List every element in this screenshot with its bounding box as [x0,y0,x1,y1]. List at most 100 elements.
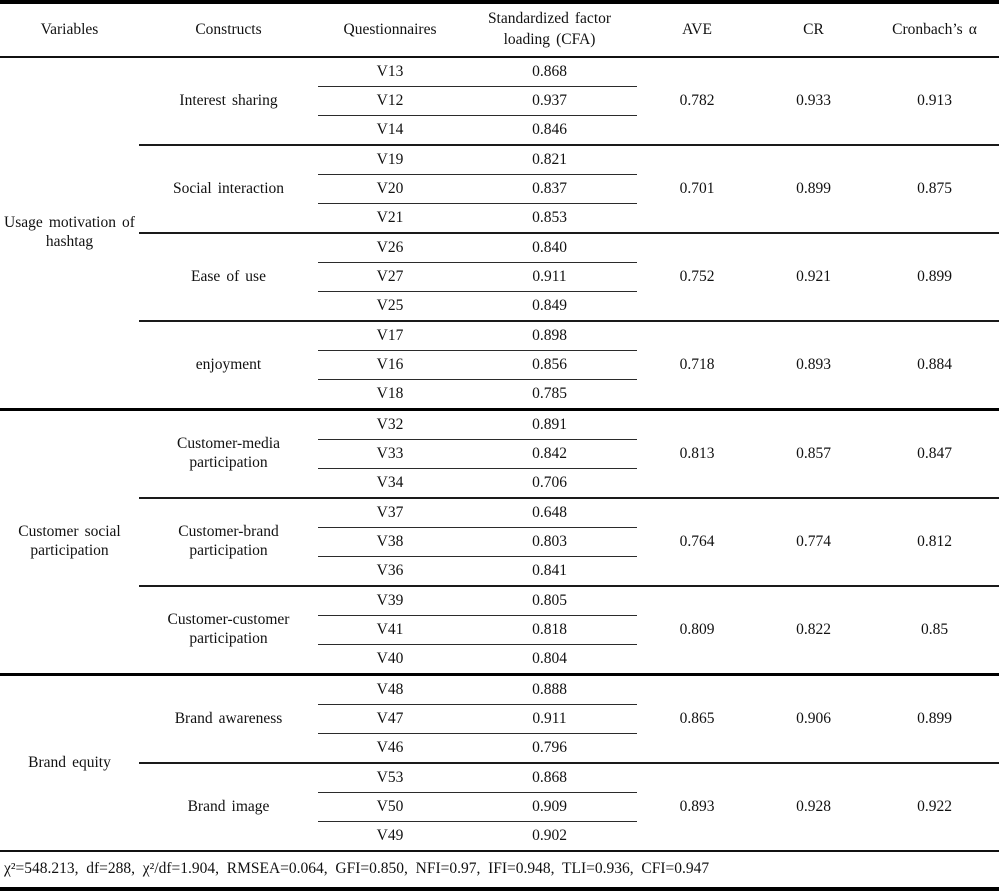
ave-cell: 0.718 [637,321,757,411]
table-row: V41 0.818 [0,615,999,645]
header-cronbach-alpha: Cronbach’s α [870,2,999,58]
questionnaire-cell: V37 [318,498,462,528]
loading-cell: 0.891 [462,409,637,440]
questionnaire-cell: V41 [318,615,462,645]
construct-cell: Brand image [187,797,270,815]
questionnaire-cell: V17 [318,321,462,351]
table-row: V12 0.937 [0,86,999,116]
loading-cell: 0.804 [462,644,637,676]
cr-cell: 0.857 [757,409,870,499]
variable-cell: Brand equity [28,753,111,771]
table-row: V27 0.911 [0,262,999,292]
construct-cell: enjoyment [139,321,318,411]
construct-cell: Customer-brand participation [139,498,318,587]
ave-cell: 0.893 [679,797,715,815]
loading-cell: 0.937 [462,86,637,116]
table-row: V49 0.902 [0,822,999,852]
table-row: Brand image V53 0.868 0.893 0.928 0.922 [0,763,999,815]
questionnaire-cell: V32 [318,409,462,440]
loading-cell: 0.785 [462,379,637,411]
questionnaire-cell: V40 [318,644,462,676]
questionnaire-cell: V50 [318,792,462,822]
construct-cell: Interest sharing [139,57,318,146]
table-row: Social interaction V19 0.821 0.701 0.899… [0,145,999,234]
cr-cell: 0.893 [757,321,870,411]
loading-cell: 0.841 [462,556,637,587]
table-row: V25 0.849 [0,291,999,322]
alpha-cell: 0.884 [870,321,999,411]
alpha-cell: 0.922 [917,797,952,815]
table-row: V34 0.706 [0,468,999,499]
questionnaire-cell: V34 [318,468,462,499]
loading-cell: 0.842 [462,439,637,469]
loading-cell: 0.853 [462,203,637,234]
ave-cell: 0.813 [637,409,757,499]
questionnaire-cell: V53 [318,763,462,793]
questionnaire-cell: V26 [318,233,462,263]
table-row: V14 0.846 [0,115,999,146]
questionnaire-cell: V33 [318,439,462,469]
construct-cell: Social interaction [139,145,318,234]
table-row: V36 0.841 [0,556,999,587]
questionnaire-cell: V46 [318,733,462,764]
cr-cell: 0.933 [757,57,870,146]
questionnaire-cell: V18 [318,379,462,411]
questionnaire-cell: V20 [318,174,462,204]
cr-cell: 0.906 [757,674,870,764]
questionnaire-cell: V13 [318,57,462,87]
header-cr: CR [757,2,870,58]
alpha-cell: 0.85 [870,586,999,676]
questionnaire-cell: V38 [318,527,462,557]
table-row: V33 0.842 [0,439,999,469]
ave-cell: 0.865 [637,674,757,764]
loading-cell: 0.902 [532,826,567,844]
loading-cell: 0.911 [462,262,637,292]
questionnaire-cell: V14 [318,115,462,146]
table-row: V20 0.837 [0,174,999,204]
loading-cell: 0.803 [462,527,637,557]
ave-cell: 0.809 [637,586,757,676]
loading-cell: 0.706 [462,468,637,499]
table-body: Usage motivation of hashtag Interest sha… [0,57,999,851]
ave-cell: 0.701 [637,145,757,234]
loading-cell: 0.837 [462,174,637,204]
table-row: enjoyment V17 0.898 0.718 0.893 0.884 [0,321,999,411]
alpha-cell: 0.875 [870,145,999,234]
loading-cell: 0.840 [462,233,637,263]
questionnaire-cell: V27 [318,262,462,292]
table-row: Brand equity Brand awareness V48 0.888 0… [0,674,999,771]
questionnaire-cell: V36 [318,556,462,587]
questionnaire-cell: V16 [318,350,462,380]
loading-cell: 0.846 [462,115,637,146]
questionnaire-cell: V12 [318,86,462,116]
table-row: V16 0.856 [0,350,999,380]
construct-cell: Customer-media participation [139,409,318,499]
questionnaire-cell: V39 [318,586,462,616]
loading-cell: 0.868 [462,57,637,87]
table-row: Ease of use V26 0.840 0.752 0.921 0.899 [0,233,999,322]
construct-cell: Ease of use [139,233,318,322]
table-row: Customer social participation Customer-m… [0,409,999,676]
table-row: V47 0.911 [0,704,999,734]
alpha-cell: 0.899 [870,233,999,322]
table-row: V38 0.803 [0,527,999,557]
alpha-cell: 0.812 [870,498,999,587]
cr-cell: 0.899 [757,145,870,234]
cr-cell: 0.774 [757,498,870,587]
ave-cell: 0.782 [637,57,757,146]
fit-statistics-row: χ²=548.213, df=288, χ²/df=1.904, RMSEA=0… [0,850,999,889]
loading-cell: 0.856 [462,350,637,380]
alpha-cell: 0.847 [870,409,999,499]
header-questionnaires: Questionnaires [318,2,462,58]
questionnaire-cell: V49 [376,826,404,844]
questionnaire-cell: V19 [318,145,462,175]
loading-cell: 0.796 [462,733,637,764]
header-constructs: Constructs [139,2,318,58]
loading-cell: 0.849 [462,291,637,322]
loading-cell: 0.888 [462,674,637,705]
table-row: V46 0.796 [0,733,999,764]
loading-cell: 0.898 [462,321,637,351]
table-row: Customer-customer participation V39 0.80… [0,586,999,676]
